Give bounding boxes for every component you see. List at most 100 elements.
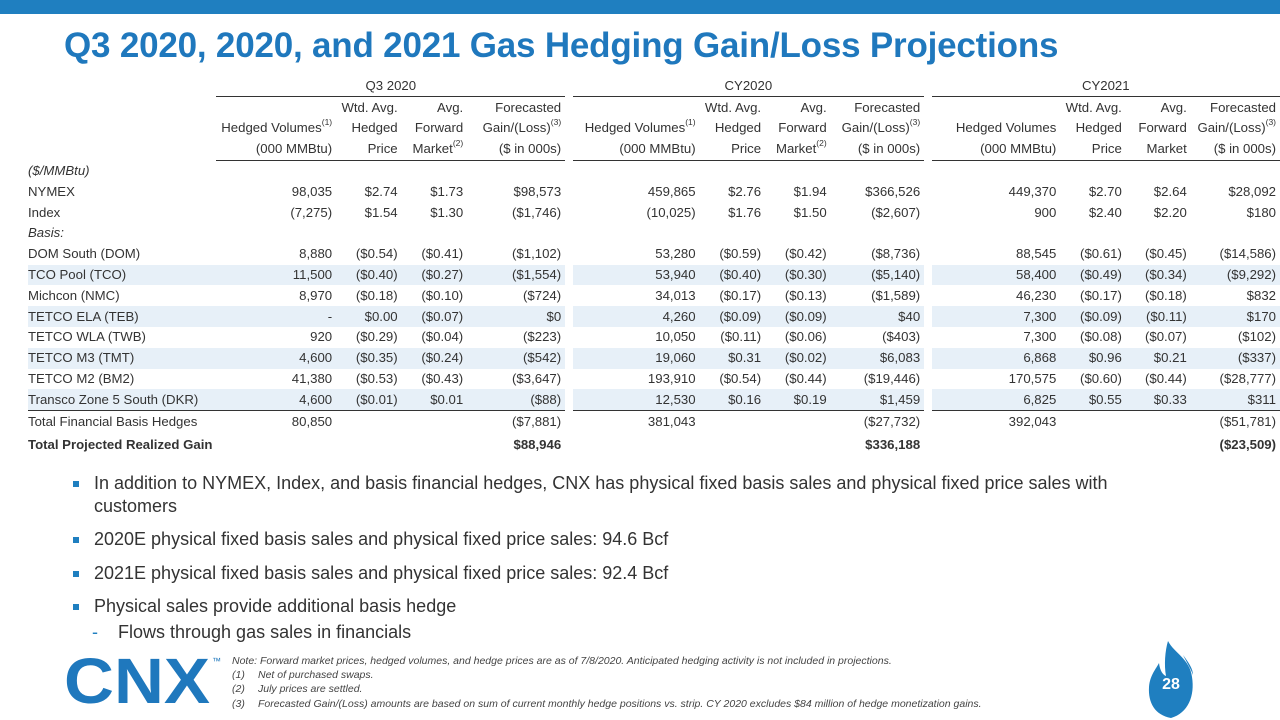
gain-loss-cell: $311: [1190, 389, 1280, 412]
forward-market-cell: ($0.02): [765, 347, 831, 369]
hedged-volume-cell: 193,910: [647, 371, 696, 387]
gain-loss-cell: ($1,102): [512, 246, 562, 262]
footnote-ref: (1): [321, 118, 333, 128]
forward-market-cell: ($0.44): [1145, 371, 1187, 387]
col-header-gain-1: Forecasted: [1210, 99, 1276, 115]
footnote-ref: (3): [1265, 118, 1276, 128]
hedged-price-cell: $0.00: [336, 306, 402, 328]
hedged-volume-cell: 449,370: [1008, 183, 1057, 199]
hedged-volume-cell: 80,850: [291, 413, 333, 429]
footnote-item: (2) July prices are settled.: [232, 683, 363, 696]
col-header-volumes-unit: (000 MMBtu): [572, 138, 700, 161]
gain-loss-cell: ($9,292): [1190, 264, 1280, 286]
col-header-price-1: Wtd. Avg.: [704, 99, 762, 115]
gain-loss-cell: ($102): [1237, 329, 1276, 345]
hedged-price-cell: $0.55: [1060, 389, 1126, 412]
forward-market-cell: ($0.44): [784, 371, 827, 387]
hedged-volume-cell: [932, 432, 1061, 458]
gain-loss-cell: ($7,881): [512, 413, 562, 429]
row-basis: TETCO WLA (TWB) 920 ($0.29) ($0.04) ($223) 10…: [28, 327, 1280, 348]
forward-market-cell: ($0.10): [421, 287, 464, 303]
gain-loss-cell: ($337): [1190, 347, 1280, 369]
row-label: Index: [28, 204, 61, 220]
hedged-price-cell: [700, 411, 766, 432]
forward-market-cell: ($0.06): [784, 329, 827, 345]
hedged-price-cell: ($0.49): [1060, 264, 1126, 286]
gain-loss-cell: ($28,777): [1219, 371, 1276, 387]
gain-loss-cell: ($1,746): [512, 204, 562, 220]
group-header-q3-2020: Q3 2020: [216, 76, 566, 98]
gain-loss-cell: ($3,647): [512, 371, 562, 387]
col-header-price-3: Price: [699, 138, 766, 161]
cnx-logo: CNX ™: [64, 650, 221, 710]
sub-bullet-item: - Flows through gas sales in financials: [92, 621, 412, 642]
hedged-price-cell: ($0.11): [720, 329, 762, 345]
hedged-volume-cell: 88,545: [1015, 246, 1057, 262]
bullet-item: Physical sales provide additional basis …: [70, 595, 1180, 618]
row-basis: Michcon (NMC) 8,970 ($0.18) ($0.10) ($724) 34…: [28, 285, 1280, 306]
forward-market-cell: [1126, 411, 1191, 432]
forward-market-cell: ($0.07): [1145, 329, 1187, 345]
hedged-volume-cell: 4,260: [572, 306, 700, 328]
hedged-price-cell: ($0.08): [1080, 329, 1122, 345]
hedged-volume-cell: 7,300: [1023, 329, 1057, 345]
forward-market-cell: $1.50: [793, 204, 827, 220]
row-basis: DOM South (DOM) 8,880 ($0.54) ($0.41) ($1,10…: [28, 244, 1280, 265]
col-header-price-1: Wtd. Avg.: [341, 99, 398, 115]
hedged-price-cell: $2.40: [1088, 204, 1122, 220]
hedged-volume-cell: 8,880: [299, 246, 333, 262]
forward-market-cell: $0.19: [765, 389, 831, 412]
row-basis: TETCO M3 (TMT) 4,600 ($0.35) ($0.24) ($542) 1…: [28, 347, 1280, 369]
col-header-price-2: Hedged: [714, 120, 762, 136]
footnote-item: (3) Forecasted Gain/(Loss) amounts are ba…: [232, 697, 982, 710]
forward-market-cell: ($0.24): [401, 347, 468, 369]
hedged-volume-cell: 53,940: [572, 264, 700, 286]
row-basis: TETCO M2 (BM2) 41,380 ($0.53) ($0.43) ($3,64…: [28, 369, 1280, 390]
col-header-fwd-1: Avg.: [1160, 99, 1187, 115]
forward-market-cell: ($0.27): [401, 264, 468, 286]
row-label: TCO Pool (TCO): [28, 264, 217, 286]
bullet-item: 2021E physical fixed basis sales and phy…: [70, 562, 1180, 585]
col-header-gain-1: Forecasted: [854, 99, 921, 115]
row-basis: Transco Zone 5 South (DKR) 4,600 ($0.01) $0…: [28, 389, 1280, 412]
hedged-volume-cell: 920: [310, 329, 333, 345]
hedged-price-cell: ($0.09): [1060, 306, 1126, 328]
hedged-price-cell: [1060, 411, 1126, 432]
hedged-volume-cell: 6,868: [931, 347, 1061, 369]
row-index: Index (7,275) $1.54 $1.30 ($1,746) (10,025) $1…: [28, 202, 1280, 223]
row-label: Total Projected Realized Gain: [28, 437, 213, 453]
forward-market-cell: ($0.11): [1125, 306, 1191, 328]
hedged-price-cell: ($0.54): [719, 371, 762, 387]
forward-market-cell: ($0.34): [1125, 264, 1191, 286]
row-label: TETCO M3 (TMT): [28, 347, 217, 369]
hedged-volume-cell: 392,043: [1008, 413, 1057, 429]
col-header-fwd-2: Forward: [414, 120, 464, 136]
hedged-volume-cell: 4,600: [216, 389, 337, 412]
gain-loss-cell: $28,092: [1228, 183, 1276, 199]
row-label: DOM South (DOM): [28, 246, 141, 262]
col-header-fwd-1: Avg.: [800, 99, 827, 115]
gain-loss-cell: ($223): [523, 329, 562, 345]
gain-loss-cell: ($1,554): [467, 264, 566, 286]
col-header-fwd-2: Forward: [1138, 120, 1187, 136]
col-header-price-1: Wtd. Avg.: [1065, 99, 1122, 115]
hedged-volume-cell: 6,825: [931, 389, 1061, 412]
flame-icon: [1148, 641, 1193, 718]
row-label: Total Financial Basis Hedges: [28, 413, 198, 429]
logo-tm: ™: [212, 656, 221, 666]
forward-market-cell: [765, 432, 831, 458]
col-header-fwd-1: Avg.: [437, 99, 464, 115]
hedged-volume-cell: -: [216, 306, 337, 328]
hedged-price-cell: ($0.17): [719, 287, 762, 303]
row-basis: TETCO ELA (TEB) - $0.00 ($0.07) $0 4,260 ($0.0…: [28, 306, 1280, 328]
col-header-volumes: Hedged Volumes: [955, 120, 1057, 136]
col-header-fwd-3: Market: [1125, 138, 1191, 161]
hedged-volume-cell: 41,380: [291, 371, 333, 387]
hedged-price-cell: ($0.53): [355, 371, 398, 387]
hedged-volume-cell: 8,970: [299, 287, 333, 303]
hedged-price-cell: ($0.17): [1080, 287, 1122, 303]
gain-loss-cell: ($19,446): [863, 371, 921, 387]
hedged-volume-cell: 58,400: [931, 264, 1061, 286]
note-main: Note: Forward market prices, hedged volu…: [232, 655, 892, 667]
forward-market-cell: $1.30: [430, 204, 464, 220]
